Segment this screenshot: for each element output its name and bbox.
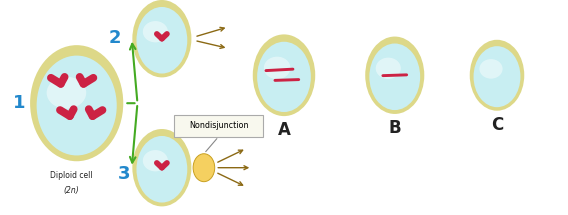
Ellipse shape <box>264 57 290 79</box>
Text: Diploid cell: Diploid cell <box>49 171 93 180</box>
Ellipse shape <box>30 45 123 161</box>
Ellipse shape <box>479 59 503 79</box>
Ellipse shape <box>193 154 215 182</box>
Ellipse shape <box>365 37 424 114</box>
Text: C: C <box>491 116 503 134</box>
Ellipse shape <box>143 21 168 42</box>
Text: 2: 2 <box>108 29 121 47</box>
Ellipse shape <box>132 129 191 206</box>
Ellipse shape <box>369 43 420 110</box>
Text: Nondisjunction: Nondisjunction <box>189 121 248 130</box>
Ellipse shape <box>36 56 117 155</box>
Ellipse shape <box>474 46 520 107</box>
Text: B: B <box>389 119 401 137</box>
Ellipse shape <box>470 40 524 111</box>
Ellipse shape <box>47 77 86 109</box>
Ellipse shape <box>132 0 191 77</box>
Ellipse shape <box>253 34 315 116</box>
Text: (2n): (2n) <box>63 186 79 195</box>
Ellipse shape <box>375 58 401 79</box>
Ellipse shape <box>136 7 187 74</box>
Text: 1: 1 <box>12 94 25 112</box>
Ellipse shape <box>257 42 311 112</box>
Text: A: A <box>278 121 290 140</box>
Ellipse shape <box>136 136 187 203</box>
Text: 3: 3 <box>118 165 131 183</box>
FancyBboxPatch shape <box>174 115 263 137</box>
Ellipse shape <box>143 150 168 171</box>
